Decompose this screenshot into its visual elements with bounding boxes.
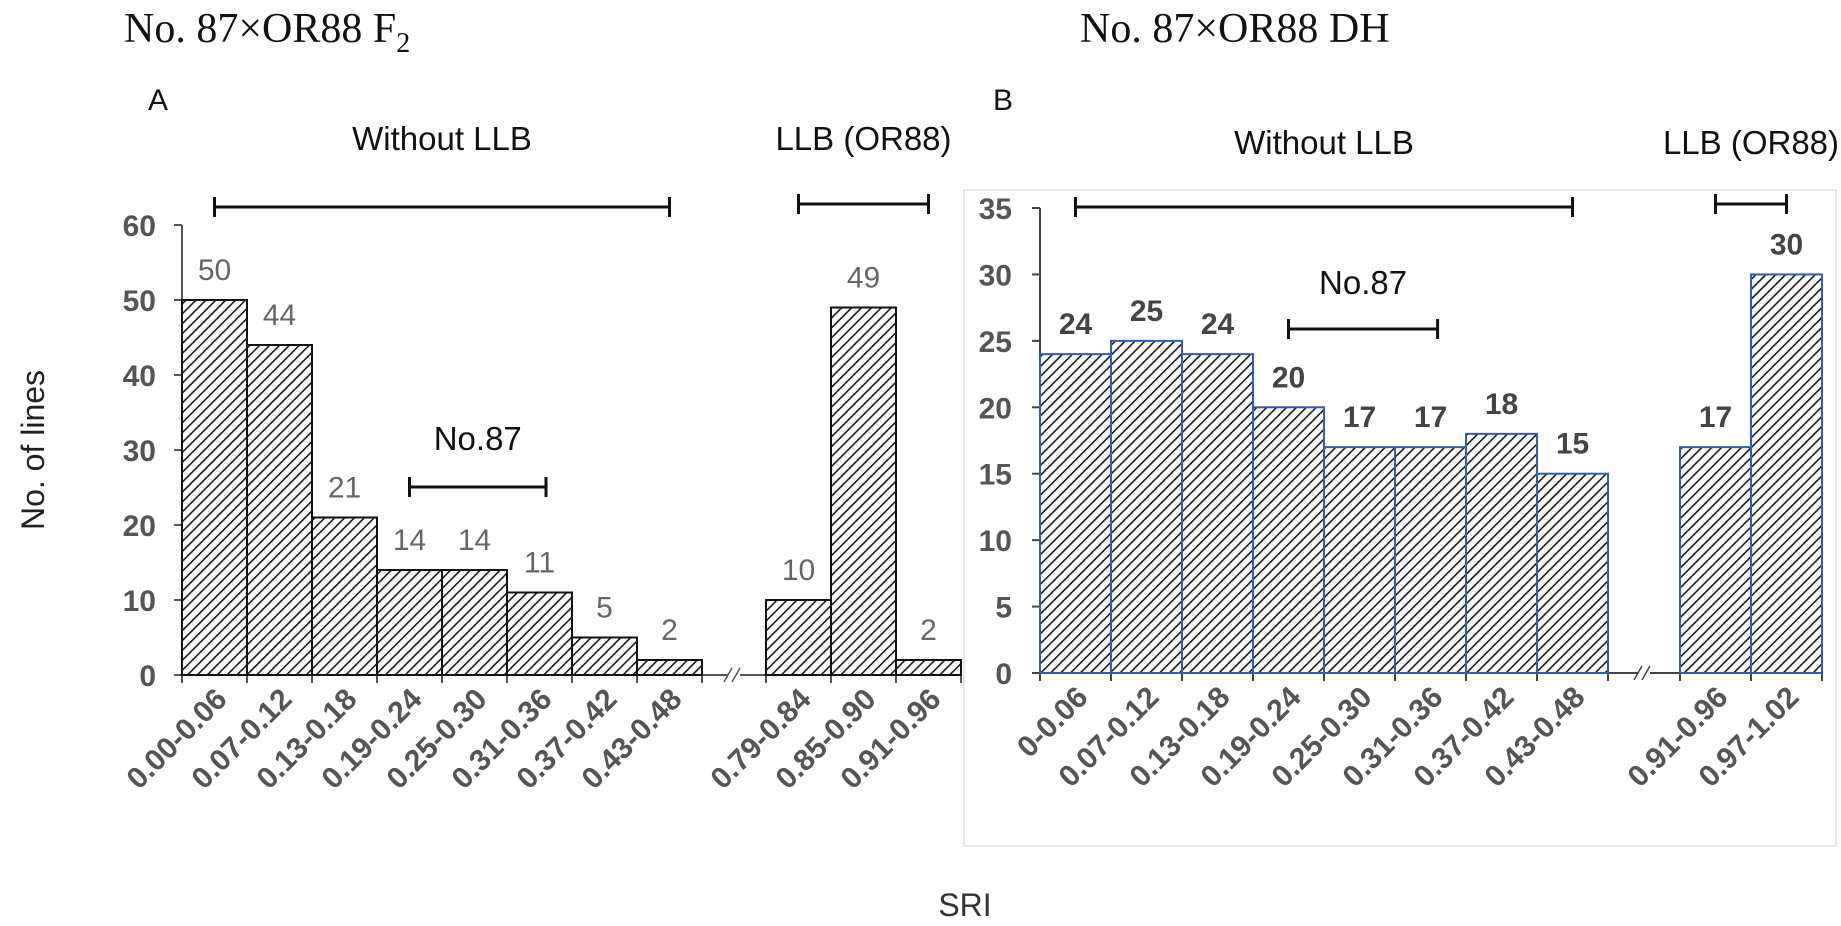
panel-b-value-label: 30 bbox=[1770, 228, 1803, 261]
panel-b-bar bbox=[1110, 339, 1183, 674]
panel-b-value-label: 24 bbox=[1059, 308, 1093, 341]
y-axis-label: No. of lines bbox=[15, 370, 51, 530]
panel-b-value-label: 17 bbox=[1343, 401, 1376, 434]
panel-b-y-tick-label: 5 bbox=[995, 592, 1012, 625]
panel-b-value-label: 25 bbox=[1130, 295, 1163, 328]
panel-b-bracket-label: Without LLB bbox=[1234, 124, 1414, 161]
panel-b-y-tick-label: 25 bbox=[979, 326, 1012, 359]
panel-a-value-label: 2 bbox=[920, 614, 937, 647]
panel-a-bar bbox=[441, 569, 508, 676]
panel-b-y-tick-label: 30 bbox=[979, 259, 1012, 292]
panel-b-bar bbox=[1394, 446, 1467, 674]
panel-b-bar bbox=[1750, 273, 1823, 674]
panel-a-value-label: 11 bbox=[524, 547, 555, 580]
panel-b-bracket-label: No.87 bbox=[1319, 264, 1407, 301]
panel-a-bar bbox=[181, 299, 248, 676]
panel-b-y-tick-label: 0 bbox=[995, 658, 1012, 691]
panel-a-value-label: 10 bbox=[782, 554, 815, 587]
panel-b-value-label: 17 bbox=[1414, 401, 1447, 434]
panel-b-axis-break-mark bbox=[1633, 665, 1643, 681]
panel-a-title: No. 87×OR88 F2 bbox=[124, 6, 410, 59]
panel-b-bar bbox=[1323, 446, 1396, 674]
panel-b-title: No. 87×OR88 DH bbox=[1080, 6, 1390, 52]
panel-a-value-label: 14 bbox=[393, 524, 426, 557]
panel-a-bar bbox=[506, 591, 573, 676]
panel-a-y-tick-label: 20 bbox=[123, 510, 156, 543]
panel-b-value-label: 15 bbox=[1556, 428, 1589, 461]
panel-a-value-label: 2 bbox=[661, 614, 678, 647]
panel-b-value-label: 24 bbox=[1201, 308, 1235, 341]
panel-b-bar bbox=[1536, 472, 1609, 675]
panel-a-value-label: 14 bbox=[458, 524, 491, 557]
panel-b-bar bbox=[1465, 432, 1538, 674]
panel-a-value-label: 49 bbox=[847, 262, 880, 295]
panel-a-bracket-label: No.87 bbox=[434, 420, 522, 457]
panel-a-y-tick-label: 30 bbox=[123, 435, 156, 468]
panel-b-y-tick-label: 15 bbox=[979, 459, 1012, 492]
panel-a-bar bbox=[376, 569, 443, 676]
panel-b-value-label: 17 bbox=[1699, 401, 1732, 434]
panel-a-bar bbox=[765, 599, 832, 676]
panel-a-y-tick-label: 0 bbox=[139, 660, 156, 693]
panel-b-y-tick-label: 35 bbox=[979, 193, 1012, 226]
panel-a-bar bbox=[311, 516, 378, 676]
panel-b-bar bbox=[1039, 353, 1112, 674]
panel-a-bar bbox=[636, 659, 703, 676]
panel-a-bar bbox=[571, 636, 638, 676]
panel-a-chart: A0102030405060500.00-0.06440.07-0.12210.… bbox=[120, 84, 962, 796]
panel-b-value-label: 18 bbox=[1485, 388, 1518, 421]
panel-a-value-label: 5 bbox=[596, 592, 613, 625]
panel-a-value-label: 50 bbox=[198, 254, 231, 287]
panel-b-label: B bbox=[993, 84, 1013, 117]
panel-b-bar bbox=[1679, 446, 1752, 674]
panel-a-label: A bbox=[148, 84, 168, 117]
panel-b-frame bbox=[963, 189, 1837, 847]
panel-a-value-label: 21 bbox=[328, 472, 361, 505]
panel-b-bracket-label: LLB (OR88) bbox=[1663, 124, 1839, 161]
panel-b-y-tick-label: 10 bbox=[979, 525, 1012, 558]
panel-a-axis-break-mark bbox=[731, 667, 741, 683]
panel-a-bracket-label: LLB (OR88) bbox=[775, 120, 951, 157]
panel-a-bar bbox=[830, 306, 897, 676]
panel-a-y-tick-label: 50 bbox=[123, 285, 156, 318]
panel-a-bar bbox=[246, 344, 313, 676]
panel-a-y-tick-label: 40 bbox=[123, 360, 156, 393]
panel-b-bar bbox=[1181, 353, 1254, 674]
panel-a-value-label: 44 bbox=[263, 299, 296, 332]
panel-b-bar bbox=[1252, 406, 1325, 674]
panel-a-y-tick-label: 60 bbox=[123, 210, 156, 243]
panel-b-y-tick-label: 20 bbox=[979, 392, 1012, 425]
panel-a-axis-break-mark bbox=[723, 667, 733, 683]
x-axis-label: SRI bbox=[938, 887, 991, 923]
panel-a-bar bbox=[895, 659, 962, 676]
panel-a-bracket-label: Without LLB bbox=[352, 120, 532, 157]
panel-a-y-tick-label: 10 bbox=[123, 585, 156, 618]
panel-b-value-label: 20 bbox=[1272, 361, 1305, 394]
panel-b-axis-break-mark bbox=[1641, 665, 1651, 681]
